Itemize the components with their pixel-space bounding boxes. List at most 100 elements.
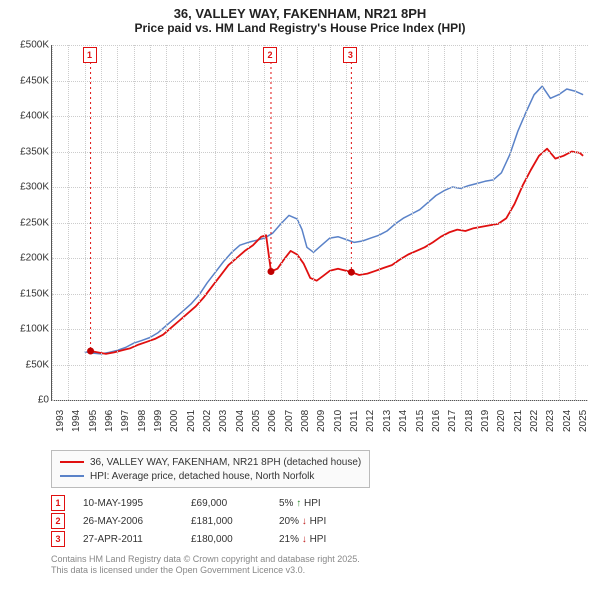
x-tick-label: 2007 xyxy=(284,410,295,432)
y-tick-label: £450K xyxy=(5,75,49,86)
x-tick-label: 2009 xyxy=(316,410,327,432)
gridline-v xyxy=(477,45,478,400)
chart-container: 36, VALLEY WAY, FAKENHAM, NR21 8PH Price… xyxy=(0,0,600,590)
gridline-h xyxy=(52,365,588,366)
x-tick-label: 2005 xyxy=(251,410,262,432)
x-tick-label: 2001 xyxy=(186,410,197,432)
sale-marker-box: 1 xyxy=(83,47,97,63)
legend-swatch xyxy=(60,461,84,463)
x-tick-label: 2010 xyxy=(333,410,344,432)
sale-price: £181,000 xyxy=(191,516,261,527)
gridline-v xyxy=(575,45,576,400)
gridline-v xyxy=(264,45,265,400)
x-tick-label: 1993 xyxy=(55,410,66,432)
gridline-h xyxy=(52,294,588,295)
x-tick-label: 1997 xyxy=(120,410,131,432)
gridline-v xyxy=(134,45,135,400)
x-tick-label: 2014 xyxy=(398,410,409,432)
gridline-v xyxy=(313,45,314,400)
x-tick-label: 2008 xyxy=(300,410,311,432)
gridline-v xyxy=(166,45,167,400)
gridline-v xyxy=(542,45,543,400)
footer-line2: This data is licensed under the Open Gov… xyxy=(51,565,360,576)
gridline-h xyxy=(52,81,588,82)
x-tick-label: 2020 xyxy=(496,410,507,432)
x-tick-label: 2024 xyxy=(562,410,573,432)
footer-line1: Contains HM Land Registry data © Crown c… xyxy=(51,554,360,565)
gridline-v xyxy=(297,45,298,400)
gridline-h xyxy=(52,187,588,188)
sales-table: 110-MAY-1995£69,0005% ↑ HPI 226-MAY-2006… xyxy=(51,494,359,548)
x-tick-label: 2002 xyxy=(202,410,213,432)
y-tick-label: £250K xyxy=(5,217,49,228)
x-tick-label: 2022 xyxy=(529,410,540,432)
gridline-h xyxy=(52,223,588,224)
gridline-v xyxy=(85,45,86,400)
sale-row-marker: 1 xyxy=(51,495,65,511)
gridline-h xyxy=(52,258,588,259)
gridline-v xyxy=(526,45,527,400)
x-tick-label: 1998 xyxy=(137,410,148,432)
sale-diff: 21% ↓ HPI xyxy=(279,534,359,545)
y-tick-label: £50K xyxy=(5,359,49,370)
x-tick-label: 2021 xyxy=(513,410,524,432)
x-tick-label: 2016 xyxy=(431,410,442,432)
x-tick-label: 2006 xyxy=(267,410,278,432)
sale-dot xyxy=(267,268,274,275)
gridline-h xyxy=(52,152,588,153)
title-line2: Price paid vs. HM Land Registry's House … xyxy=(0,21,600,35)
title-block: 36, VALLEY WAY, FAKENHAM, NR21 8PH Price… xyxy=(0,0,600,37)
gridline-h xyxy=(52,45,588,46)
x-tick-label: 1999 xyxy=(153,410,164,432)
legend-item: HPI: Average price, detached house, Nort… xyxy=(60,469,361,483)
gridline-v xyxy=(101,45,102,400)
x-tick-label: 2015 xyxy=(415,410,426,432)
gridline-v xyxy=(52,45,53,400)
y-tick-label: £500K xyxy=(5,40,49,51)
sale-marker-box: 3 xyxy=(343,47,357,63)
legend-label: HPI: Average price, detached house, Nort… xyxy=(90,471,314,482)
legend-label: 36, VALLEY WAY, FAKENHAM, NR21 8PH (deta… xyxy=(90,457,361,468)
gridline-v xyxy=(493,45,494,400)
gridline-v xyxy=(183,45,184,400)
gridline-h xyxy=(52,116,588,117)
x-tick-label: 2011 xyxy=(349,410,360,432)
x-tick-label: 1994 xyxy=(71,410,82,432)
sale-row-marker: 3 xyxy=(51,531,65,547)
gridline-v xyxy=(461,45,462,400)
x-tick-label: 2013 xyxy=(382,410,393,432)
x-tick-label: 2019 xyxy=(480,410,491,432)
y-tick-label: £350K xyxy=(5,146,49,157)
y-tick-label: £200K xyxy=(5,253,49,264)
gridline-v xyxy=(346,45,347,400)
sale-price: £69,000 xyxy=(191,498,261,509)
sale-dot xyxy=(87,348,94,355)
x-tick-label: 2018 xyxy=(464,410,475,432)
gridline-v xyxy=(428,45,429,400)
x-tick-label: 2025 xyxy=(578,410,589,432)
sale-date: 27-APR-2011 xyxy=(83,534,173,545)
gridline-v xyxy=(68,45,69,400)
y-tick-label: £400K xyxy=(5,111,49,122)
legend-swatch xyxy=(60,475,84,477)
gridline-v xyxy=(281,45,282,400)
y-tick-label: £100K xyxy=(5,324,49,335)
x-tick-label: 2003 xyxy=(218,410,229,432)
sale-date: 26-MAY-2006 xyxy=(83,516,173,527)
gridline-v xyxy=(330,45,331,400)
sales-row: 110-MAY-1995£69,0005% ↑ HPI xyxy=(51,494,359,512)
gridline-v xyxy=(444,45,445,400)
footer: Contains HM Land Registry data © Crown c… xyxy=(51,554,360,577)
gridline-h xyxy=(52,329,588,330)
title-line1: 36, VALLEY WAY, FAKENHAM, NR21 8PH xyxy=(0,6,600,21)
gridline-v xyxy=(199,45,200,400)
gridline-v xyxy=(412,45,413,400)
x-tick-label: 2023 xyxy=(545,410,556,432)
gridline-h xyxy=(52,400,588,401)
sale-price: £180,000 xyxy=(191,534,261,545)
sale-diff: 5% ↑ HPI xyxy=(279,498,359,509)
x-tick-label: 2012 xyxy=(365,410,376,432)
x-tick-label: 1995 xyxy=(88,410,99,432)
gridline-v xyxy=(510,45,511,400)
y-tick-label: £150K xyxy=(5,288,49,299)
